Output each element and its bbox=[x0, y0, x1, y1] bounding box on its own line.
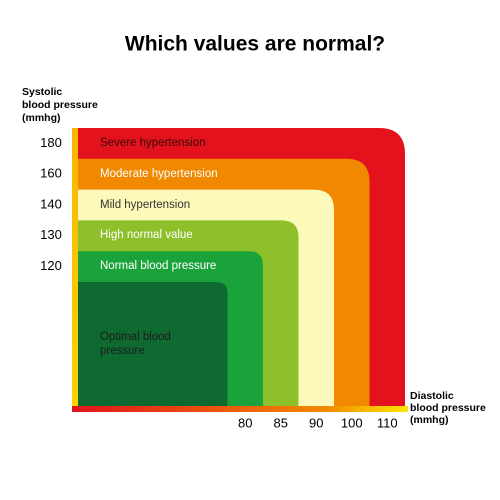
x-axis-title: Diastolic bbox=[410, 390, 454, 402]
x-tick-label: 110 bbox=[377, 415, 398, 430]
x-axis-title: (mmhg) bbox=[410, 414, 449, 426]
y-tick-label: 180 bbox=[40, 135, 62, 150]
y-tick-label: 160 bbox=[40, 166, 62, 181]
y-axis-title: blood pressure bbox=[22, 99, 98, 111]
y-tick-label: 130 bbox=[40, 227, 62, 242]
zone-label: Mild hypertension bbox=[100, 198, 191, 211]
x-tick-label: 85 bbox=[274, 415, 288, 430]
x-tick-label: 80 bbox=[238, 415, 252, 430]
zone bbox=[77, 282, 228, 408]
zone-label: High normal value bbox=[100, 229, 193, 242]
x-axis-title: blood pressure bbox=[410, 402, 486, 414]
zone-label: Moderate hypertension bbox=[100, 167, 218, 180]
y-axis bbox=[72, 128, 78, 410]
y-axis-title: (mmhg) bbox=[22, 112, 61, 124]
chart-title: Which values are normal? bbox=[125, 33, 385, 56]
y-axis-title: Systolic bbox=[22, 86, 62, 98]
x-tick-label: 90 bbox=[309, 415, 323, 430]
x-axis bbox=[72, 406, 408, 412]
x-tick-label: 100 bbox=[341, 415, 363, 430]
zone-label: Severe hypertension bbox=[100, 137, 206, 149]
zone-label: Normal blood pressure bbox=[100, 260, 217, 273]
zones bbox=[77, 128, 405, 408]
zone-label: Optimal blood pressure bbox=[100, 331, 171, 357]
y-tick-label: 140 bbox=[40, 196, 62, 211]
y-tick-label: 120 bbox=[40, 258, 62, 273]
